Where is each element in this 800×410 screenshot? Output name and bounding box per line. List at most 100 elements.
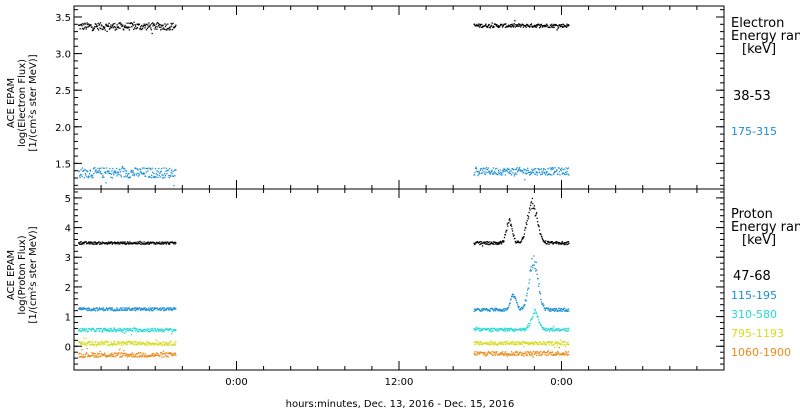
- data-point: [131, 340, 133, 343]
- data-point: [146, 329, 149, 332]
- data-point: [519, 241, 522, 244]
- data-point: [101, 353, 103, 355]
- data-point: [170, 171, 172, 173]
- data-point: [545, 240, 547, 242]
- data-point: [485, 23, 487, 25]
- data-point: [561, 25, 563, 28]
- data-point: [527, 214, 529, 217]
- data-point: [136, 27, 139, 29]
- data-point: [557, 173, 559, 175]
- data-point: [140, 343, 142, 346]
- data-point: [79, 308, 82, 311]
- data-point: [504, 351, 507, 353]
- x-tick-label: 12:00: [385, 377, 414, 388]
- data-point: [128, 330, 130, 332]
- data-point: [165, 352, 168, 354]
- data-point: [544, 171, 546, 174]
- data-point: [150, 342, 152, 345]
- data-point: [492, 341, 494, 343]
- data-point: [95, 26, 97, 28]
- data-point: [134, 340, 136, 343]
- data-point: [551, 308, 553, 310]
- data-point: [105, 172, 107, 174]
- data-point: [159, 26, 161, 28]
- data-point: [540, 301, 543, 303]
- data-point: [170, 352, 172, 354]
- data-point: [513, 168, 515, 171]
- data-point: [127, 242, 130, 244]
- data-point: [559, 329, 562, 331]
- data-point: [96, 24, 98, 26]
- data-point: [488, 171, 490, 173]
- data-point: [142, 352, 145, 354]
- data-point: [505, 341, 508, 343]
- data-point: [121, 329, 123, 331]
- data-point: [542, 239, 544, 241]
- data-point: [105, 23, 107, 25]
- data-point: [563, 172, 565, 174]
- data-point: [114, 243, 116, 245]
- data-point: [98, 168, 101, 170]
- data-point: [94, 343, 96, 346]
- data-point: [521, 306, 523, 309]
- data-point: [173, 344, 175, 346]
- legend-item: 310-580: [731, 308, 777, 321]
- data-point: [135, 241, 137, 243]
- data-point: [158, 24, 160, 27]
- data-point: [108, 170, 110, 172]
- data-point: [114, 356, 116, 358]
- data-point: [115, 167, 118, 170]
- data-point: [530, 201, 533, 203]
- data-point: [527, 218, 529, 220]
- data-point: [518, 167, 521, 169]
- data-point: [499, 341, 501, 343]
- data-point: [538, 171, 541, 173]
- data-point: [485, 25, 488, 27]
- data-point: [137, 175, 140, 177]
- data-point: [548, 340, 550, 343]
- data-point: [509, 353, 511, 356]
- data-point: [164, 176, 166, 178]
- data-point: [80, 169, 82, 171]
- data-point: [118, 343, 121, 345]
- data-point: [523, 233, 526, 235]
- data-point: [154, 354, 156, 357]
- data-point: [491, 241, 493, 243]
- data-point: [131, 329, 133, 331]
- y-tick-label: 2.0: [55, 123, 71, 134]
- data-point: [91, 341, 94, 343]
- data-point: [142, 172, 145, 174]
- data-point: [166, 343, 168, 345]
- data-point: [490, 171, 492, 173]
- data-point: [101, 25, 103, 27]
- data-point: [478, 352, 480, 354]
- data-point: [492, 330, 494, 332]
- data-point: [536, 217, 538, 219]
- data-point: [107, 241, 110, 243]
- data-point: [495, 352, 497, 354]
- data-point: [560, 343, 562, 345]
- data-point: [85, 28, 87, 30]
- data-point: [122, 329, 124, 332]
- data-point: [153, 354, 156, 356]
- data-point: [479, 340, 481, 343]
- data-point: [169, 353, 171, 355]
- data-point: [104, 327, 106, 329]
- data-point: [512, 235, 515, 237]
- data-point: [514, 20, 516, 22]
- data-point: [165, 29, 167, 31]
- data-point: [107, 24, 109, 26]
- data-point: [549, 341, 552, 343]
- data-point: [497, 173, 499, 176]
- data-point: [568, 310, 570, 312]
- data-point: [113, 327, 115, 329]
- data-point: [147, 170, 149, 172]
- data-point: [519, 343, 522, 345]
- data-point: [94, 352, 96, 355]
- data-point: [506, 355, 508, 358]
- data-point: [121, 166, 123, 168]
- data-point: [506, 171, 508, 173]
- data-point: [123, 328, 125, 330]
- data-point: [167, 169, 169, 171]
- data-point: [147, 26, 150, 28]
